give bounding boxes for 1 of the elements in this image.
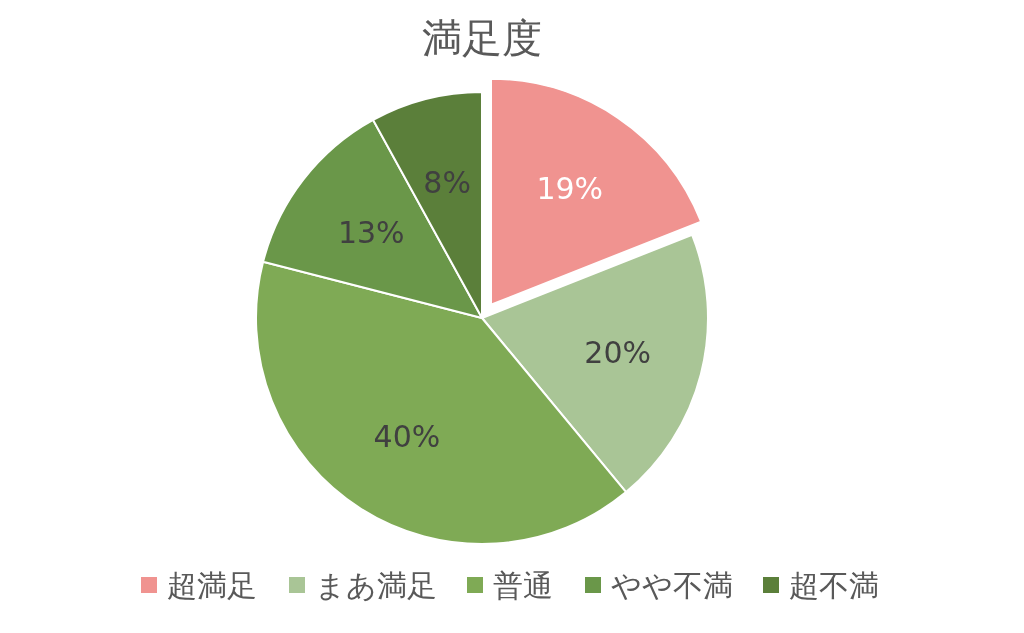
title: 満足度 [422, 15, 542, 61]
